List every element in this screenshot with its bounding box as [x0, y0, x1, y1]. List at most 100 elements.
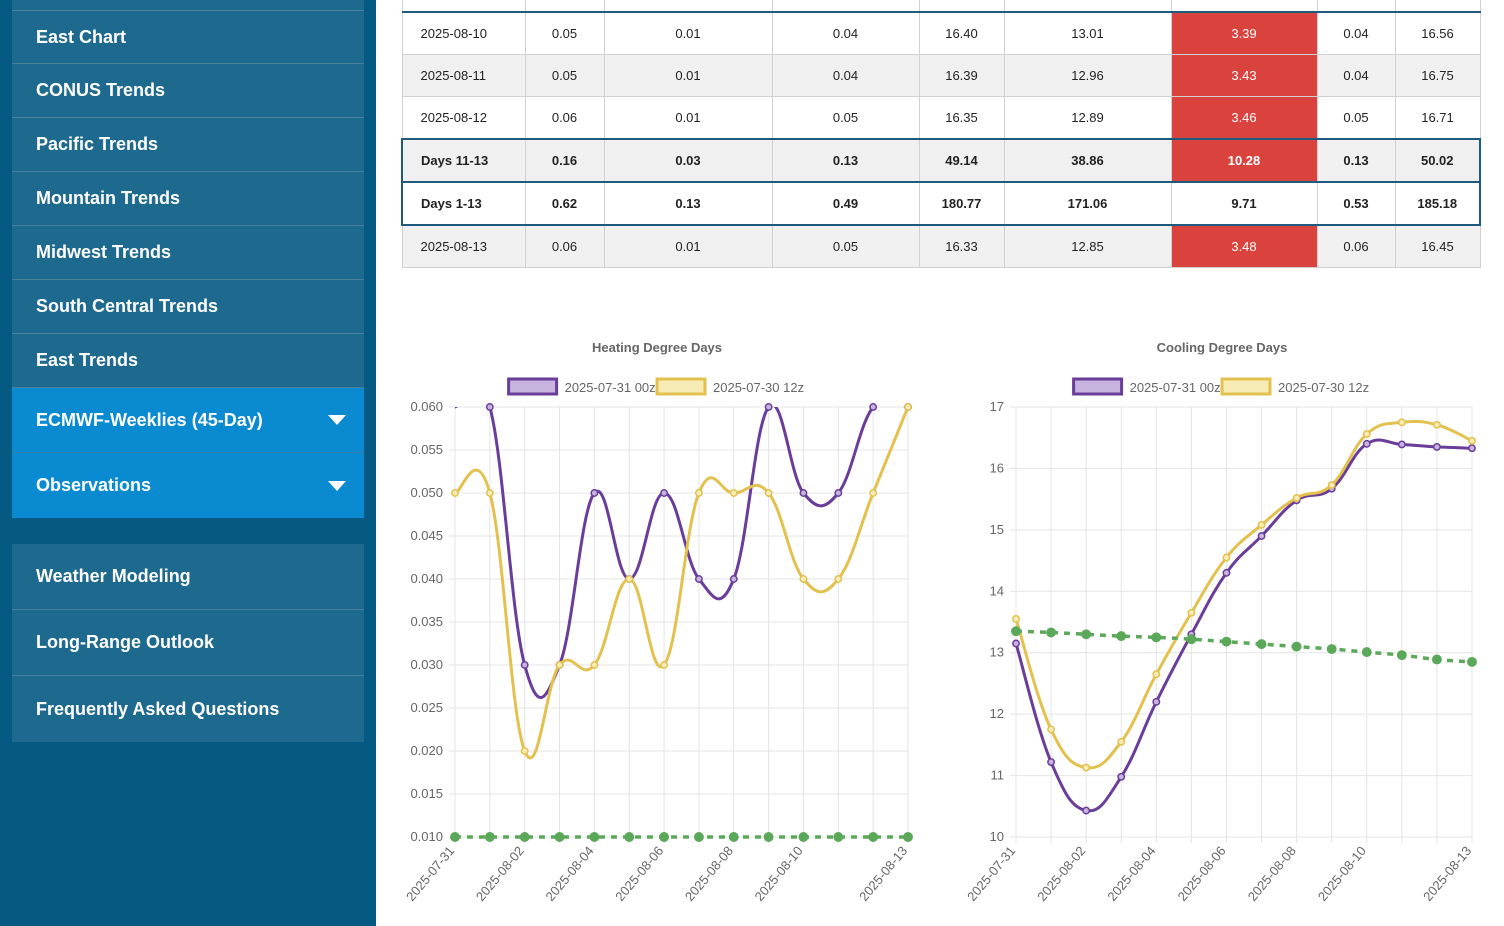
- table-cell: 0.03: [603, 138, 773, 183]
- x-tick-label: 2025-08-02: [1034, 843, 1088, 904]
- table-cell: 16.75: [1394, 54, 1481, 97]
- data-point: [1117, 737, 1126, 746]
- data-point: [1117, 772, 1126, 781]
- data-point: [590, 489, 599, 497]
- table-cell: 0.53: [1316, 181, 1396, 226]
- x-tick-label: 2025-07-31: [403, 843, 457, 904]
- row-label: 2025-08-10: [401, 11, 526, 55]
- legend-label: 2025-07-30 12z: [1278, 380, 1369, 395]
- y-tick-label: 10: [990, 829, 1004, 844]
- y-tick-label: 15: [990, 522, 1004, 537]
- sidebar-item-weather-modeling[interactable]: Weather Modeling: [12, 544, 364, 610]
- sidebar-item-label: ECMWF-Weeklies (45-Day): [36, 409, 263, 430]
- data-point: [1397, 418, 1406, 427]
- table-cell: 0.13: [603, 181, 773, 226]
- table-cell: 38.86: [1003, 138, 1172, 183]
- table-summary-row: Days 11-13 0.16 0.03 0.13 49.14 38.86 10…: [401, 138, 1481, 183]
- y-tick-label: 0.025: [410, 700, 443, 715]
- data-point: [519, 832, 530, 842]
- data-point: [1396, 650, 1407, 661]
- row-label: Days 1-13: [401, 181, 526, 226]
- sidebar-item-east-trends[interactable]: East Trends: [12, 334, 364, 388]
- table-summary-row: Days 1-13 0.62 0.13 0.49 180.77 171.06 9…: [401, 181, 1481, 226]
- table-cell: 185.18: [1394, 181, 1481, 226]
- sidebar-item-partial[interactable]: [12, 0, 364, 11]
- table-cell: 16.45: [1394, 224, 1481, 268]
- main-content: 2025-08-10 0.05 0.01 0.04 16.40 13.01 3.…: [376, 0, 1504, 926]
- chevron-down-icon[interactable]: [328, 480, 346, 491]
- table-cell: 171.06: [1003, 181, 1172, 226]
- sidebar-item-midwest-trends[interactable]: Midwest Trends: [12, 226, 364, 280]
- table-cell: 0.49: [771, 181, 920, 226]
- y-tick-label: 0.020: [410, 743, 443, 758]
- data-point: [451, 489, 459, 497]
- table-row: 2025-08-10 0.05 0.01 0.04 16.40 13.01 3.…: [401, 11, 1481, 55]
- sidebar-item-label: Weather Modeling: [36, 566, 191, 586]
- data-point: [1431, 654, 1442, 665]
- y-tick-label: 0.030: [410, 657, 443, 672]
- data-point: [1327, 481, 1336, 489]
- table-cell: [918, 0, 1005, 13]
- table-cell-highlight: 3.48: [1170, 224, 1318, 268]
- sidebar-item-mountain-trends[interactable]: Mountain Trends: [12, 172, 364, 226]
- data-point: [1082, 763, 1091, 772]
- x-tick-label: 2025-08-10: [752, 843, 806, 904]
- table-cell: 0.01: [603, 224, 773, 268]
- y-tick-label: 0.040: [410, 571, 443, 586]
- degree-day-table: 2025-08-10 0.05 0.01 0.04 16.40 13.01 3.…: [401, 0, 1481, 268]
- data-point: [450, 832, 460, 842]
- legend-swatch: [1072, 377, 1124, 396]
- data-point: [660, 489, 669, 497]
- data-point: [764, 403, 773, 411]
- sidebar-item-label: Pacific Trends: [36, 134, 159, 154]
- data-point: [1467, 656, 1477, 667]
- sidebar-item-ecmwf-weeklies[interactable]: ECMWF-Weeklies (45-Day): [12, 388, 364, 453]
- data-point: [1468, 444, 1476, 453]
- sidebar-item-observations[interactable]: Observations: [12, 453, 364, 518]
- sidebar-nav: East Chart CONUS Trends Pacific Trends M…: [0, 0, 376, 926]
- table-cell: 16.56: [1394, 11, 1481, 55]
- data-point: [1397, 440, 1406, 449]
- table-cell: [1003, 0, 1172, 13]
- data-point: [484, 832, 495, 842]
- table-cell: [1394, 0, 1481, 13]
- table-cell: 49.14: [918, 138, 1005, 183]
- chart-title: Cooling Degree Days: [1157, 340, 1288, 355]
- sidebar-item-conus-trends[interactable]: CONUS Trends: [12, 64, 364, 118]
- sidebar-item-long-range-outlook[interactable]: Long-Range Outlook: [12, 610, 364, 676]
- data-point: [798, 832, 809, 842]
- table-cell: 0.04: [771, 54, 920, 97]
- y-tick-label: 0.050: [410, 485, 443, 500]
- legend-swatch: [507, 377, 559, 396]
- table-cell: 12.85: [1003, 224, 1172, 268]
- table-cell: [1316, 0, 1396, 13]
- data-point: [834, 489, 843, 497]
- data-point: [485, 489, 494, 497]
- table-cell: 0.06: [1316, 224, 1396, 268]
- legend-swatch: [655, 377, 707, 396]
- sidebar-item-south-central-trends[interactable]: South Central Trends: [12, 280, 364, 334]
- x-tick-label: 2025-08-08: [682, 843, 736, 904]
- y-tick-label: 0.035: [410, 614, 443, 629]
- data-point: [904, 403, 912, 411]
- x-tick-label: 2025-08-04: [542, 843, 596, 904]
- sidebar-item-east-chart[interactable]: East Chart: [12, 11, 364, 64]
- data-point: [1081, 629, 1092, 640]
- data-point: [868, 832, 879, 842]
- data-point: [1291, 641, 1302, 652]
- table-cell: 0.05: [771, 96, 920, 140]
- sidebar-item-faq[interactable]: Frequently Asked Questions: [12, 676, 364, 742]
- table-cell: 0.13: [1316, 138, 1396, 183]
- data-point: [485, 403, 494, 411]
- table-cell: [1170, 0, 1318, 13]
- table-cell: [524, 0, 605, 13]
- data-point: [1011, 626, 1021, 637]
- legend-label: 2025-07-30 12z: [713, 380, 804, 395]
- table-cell: [771, 0, 920, 13]
- sidebar-item-label: CONUS Trends: [36, 80, 166, 100]
- data-point: [694, 575, 703, 583]
- sidebar-item-pacific-trends[interactable]: Pacific Trends: [12, 118, 364, 172]
- chevron-down-icon[interactable]: [328, 415, 346, 425]
- data-point: [555, 661, 564, 669]
- data-point: [1012, 639, 1020, 648]
